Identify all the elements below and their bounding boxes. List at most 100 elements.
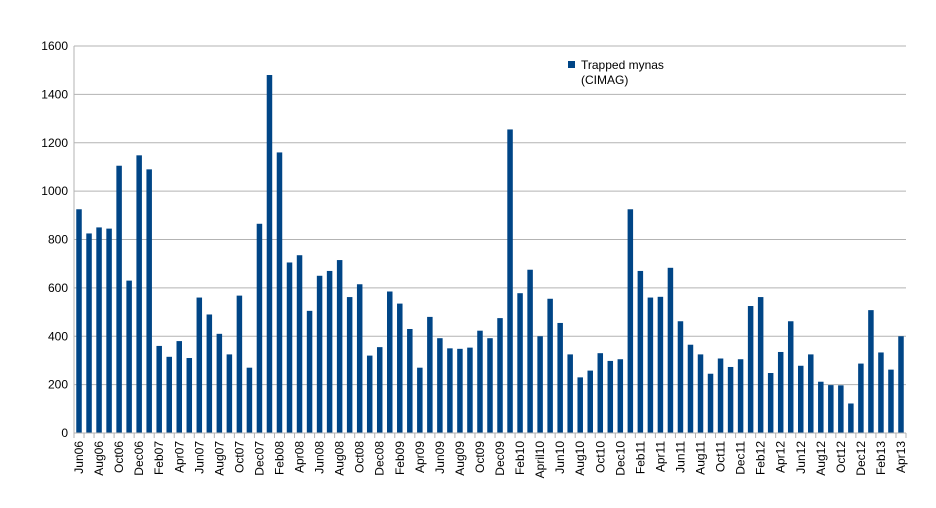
bar bbox=[767, 373, 774, 433]
x-tick-label: Aug09 bbox=[453, 441, 467, 476]
bar bbox=[667, 267, 674, 433]
x-tick-label: Dec11 bbox=[734, 441, 748, 475]
x-tick-label: April10 bbox=[533, 441, 547, 479]
x-tick-label: Apr09 bbox=[413, 441, 427, 473]
x-tick-label: Feb12 bbox=[754, 441, 768, 475]
x-tick-label: Jun08 bbox=[313, 441, 327, 474]
bar bbox=[266, 75, 273, 434]
x-tick-label: Jun11 bbox=[673, 441, 687, 473]
bar bbox=[888, 369, 894, 433]
bar bbox=[376, 347, 383, 433]
bar bbox=[587, 370, 593, 433]
bar bbox=[447, 348, 453, 433]
x-tick-label: Aug10 bbox=[573, 441, 587, 476]
bar bbox=[286, 262, 293, 433]
bar bbox=[517, 293, 523, 433]
x-tick-label: Aug06 bbox=[92, 441, 106, 476]
x-tick-label: Jun10 bbox=[553, 441, 567, 474]
y-tick-label: 1600 bbox=[41, 39, 68, 53]
x-tick-label: Feb13 bbox=[874, 441, 888, 475]
bar bbox=[346, 297, 353, 433]
bar bbox=[868, 310, 874, 433]
bar bbox=[697, 354, 704, 433]
x-tick-label: Aug07 bbox=[212, 441, 226, 476]
x-tick-label: Aug12 bbox=[814, 441, 828, 476]
x-tick-label: Dec09 bbox=[493, 441, 507, 476]
bar bbox=[336, 260, 343, 433]
bar bbox=[457, 348, 463, 433]
x-tick-label: Jun12 bbox=[794, 441, 808, 474]
bar bbox=[306, 310, 313, 433]
bar bbox=[687, 344, 694, 433]
x-tick-label: Feb08 bbox=[272, 441, 286, 475]
bar bbox=[156, 345, 162, 433]
bar bbox=[467, 347, 473, 433]
bar bbox=[106, 228, 112, 433]
x-tick-label: Oct09 bbox=[473, 441, 487, 473]
x-tick-label: Feb07 bbox=[152, 441, 166, 475]
bar bbox=[136, 155, 142, 433]
bar bbox=[557, 322, 563, 433]
x-tick-label: Feb11 bbox=[633, 441, 647, 474]
gridlines bbox=[73, 45, 906, 434]
x-tick-label: Apr12 bbox=[774, 441, 788, 473]
x-tick-label: Dec10 bbox=[613, 441, 627, 476]
x-tick-label: Apr13 bbox=[894, 441, 908, 473]
bar bbox=[246, 367, 253, 433]
bar bbox=[437, 338, 443, 433]
x-tick-label: Feb10 bbox=[513, 441, 527, 475]
y-tick-label: 200 bbox=[48, 378, 68, 392]
bar bbox=[256, 223, 263, 433]
bar bbox=[326, 270, 333, 433]
y-tick-label: 400 bbox=[48, 329, 68, 343]
x-tick-label: Oct10 bbox=[593, 441, 607, 473]
bar bbox=[176, 341, 182, 433]
bar bbox=[236, 295, 243, 433]
bar bbox=[878, 352, 884, 433]
y-tick-label: 0 bbox=[61, 426, 68, 440]
bar bbox=[617, 359, 624, 433]
bar bbox=[577, 377, 583, 433]
bar bbox=[477, 330, 483, 433]
bar bbox=[427, 316, 433, 433]
bar bbox=[397, 303, 403, 433]
x-tick-label: Jun07 bbox=[192, 441, 206, 474]
bar bbox=[487, 338, 493, 433]
bar bbox=[757, 297, 764, 433]
bar bbox=[787, 321, 794, 433]
x-tick-label: Dec08 bbox=[373, 441, 387, 476]
bar bbox=[727, 366, 734, 433]
y-tick-label: 1000 bbox=[41, 184, 68, 198]
bar bbox=[798, 365, 804, 433]
bar bbox=[527, 269, 533, 433]
bar bbox=[838, 385, 844, 433]
bar bbox=[567, 354, 573, 433]
y-tick-label: 600 bbox=[48, 281, 68, 295]
bar bbox=[146, 169, 152, 434]
bar bbox=[898, 336, 904, 433]
bar bbox=[858, 363, 864, 433]
bar bbox=[206, 314, 213, 433]
bar bbox=[226, 354, 233, 433]
x-tick-label: Apr07 bbox=[172, 441, 186, 473]
bar bbox=[777, 351, 784, 433]
y-tick-label: 800 bbox=[48, 233, 68, 247]
bar bbox=[637, 270, 644, 433]
bar bbox=[537, 336, 543, 433]
bar bbox=[116, 165, 122, 434]
bar bbox=[747, 306, 754, 433]
bar bbox=[497, 318, 503, 433]
x-tick-label: Oct07 bbox=[232, 441, 246, 473]
x-tick-label: Aug11 bbox=[694, 441, 708, 475]
bar bbox=[216, 333, 223, 433]
x-tick-label: Jun09 bbox=[433, 441, 447, 474]
bar bbox=[627, 209, 634, 433]
bar bbox=[166, 356, 172, 433]
x-axis-tick-labels: Jun06 Aug06 Oct06 Dec06 Feb07 Apr07 Jun07 Aug07… bbox=[72, 441, 908, 479]
x-tick-label: Aug08 bbox=[333, 441, 347, 476]
bar bbox=[417, 367, 423, 433]
x-tick-label: Oct11 bbox=[714, 441, 728, 472]
legend-swatch bbox=[568, 61, 575, 68]
legend-label-line-1: Trapped mynas bbox=[581, 58, 664, 72]
